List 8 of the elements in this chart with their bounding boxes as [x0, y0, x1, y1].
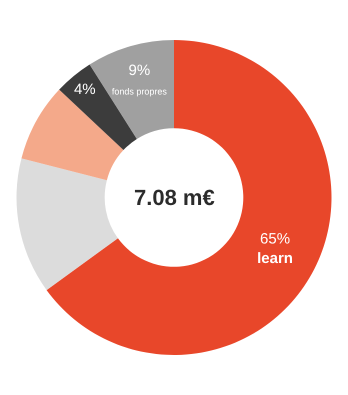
- data-label: 4%: [74, 81, 96, 98]
- text: 7.08 m€: [134, 185, 215, 210]
- donut-slice: [16, 158, 118, 290]
- donut-slice: [46, 40, 332, 355]
- data-label: 65%: [260, 230, 290, 248]
- slice-label: learn: [257, 250, 293, 268]
- data-label: 9%: [128, 62, 150, 79]
- slice-label: fonds propres: [112, 86, 168, 96]
